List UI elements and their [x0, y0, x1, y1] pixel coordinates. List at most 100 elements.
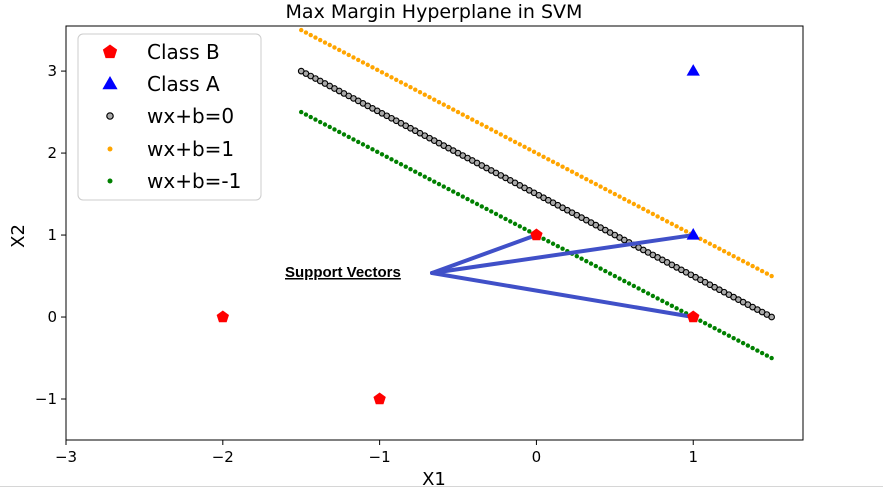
x-tick-label: 0	[532, 448, 542, 466]
line-point	[375, 67, 380, 73]
line-point	[299, 27, 304, 33]
line-point	[413, 169, 418, 174]
line-point	[493, 211, 499, 217]
series-wx-b-1	[299, 27, 774, 279]
legend: Class B Class A wx+b=0 wx+b=1 wx+b=-1	[77, 33, 262, 201]
line-point	[759, 268, 765, 274]
x-tick-label: −3	[55, 448, 77, 466]
line-point	[436, 181, 442, 187]
line-point	[403, 164, 408, 169]
line-point	[764, 271, 770, 276]
class-a-point	[686, 64, 700, 76]
line-point	[322, 40, 328, 45]
line-point	[503, 216, 508, 222]
line-point	[768, 313, 775, 321]
line-point	[394, 159, 399, 164]
line-point	[745, 261, 751, 266]
line-point	[484, 206, 489, 212]
line-point	[384, 72, 389, 78]
class-b-point	[687, 310, 700, 323]
line-point	[707, 241, 713, 246]
line-point	[674, 224, 679, 229]
y-axis-ticks: −1 0 1 2 3	[35, 62, 66, 408]
line-point	[356, 139, 361, 145]
line-point	[574, 253, 580, 259]
line-point	[755, 266, 760, 271]
legend-marker	[106, 112, 114, 120]
line-point	[650, 293, 656, 299]
line-point	[365, 62, 370, 68]
line-point	[341, 50, 347, 55]
line-point	[313, 35, 318, 40]
line-point	[612, 273, 618, 279]
line-point	[408, 167, 413, 172]
line-point	[327, 42, 332, 48]
class-b-point	[373, 392, 386, 405]
line-point	[479, 122, 484, 127]
chart-title: Max Margin Hyperplane in SVM	[286, 1, 583, 23]
line-point	[346, 134, 351, 140]
line-point	[303, 30, 309, 35]
line-point	[517, 142, 522, 147]
line-point	[408, 85, 413, 90]
line-point	[707, 323, 713, 328]
bottom-divider	[0, 486, 883, 487]
line-point	[384, 154, 389, 159]
line-point	[598, 184, 603, 189]
line-point	[451, 189, 456, 194]
line-point	[370, 147, 375, 152]
line-point	[489, 209, 494, 214]
line-point	[550, 159, 556, 164]
line-point	[337, 129, 342, 135]
line-point	[555, 244, 561, 249]
line-point	[645, 291, 651, 296]
line-point	[389, 75, 394, 80]
y-tick-label: −1	[35, 390, 57, 408]
line-point	[398, 80, 404, 85]
line-point	[593, 181, 599, 187]
line-point	[546, 157, 551, 162]
line-point	[607, 189, 613, 194]
line-point	[555, 162, 561, 167]
line-point	[612, 191, 618, 197]
y-tick-label: 1	[47, 226, 57, 244]
line-point	[726, 251, 732, 256]
line-point	[574, 171, 580, 177]
legend-marker	[102, 44, 118, 59]
line-point	[712, 326, 717, 331]
line-point	[607, 271, 613, 276]
line-point	[736, 338, 741, 343]
line-point	[769, 273, 774, 279]
legend-label: wx+b=-1	[147, 169, 241, 193]
legend-label: Class B	[147, 40, 220, 64]
line-point	[641, 288, 646, 294]
line-point	[731, 335, 736, 341]
line-point	[531, 149, 537, 155]
y-axis-label: X2	[8, 224, 29, 248]
line-point	[403, 82, 408, 87]
line-point	[579, 256, 584, 261]
line-point	[755, 348, 760, 353]
line-point	[474, 201, 480, 207]
line-point	[332, 45, 337, 50]
line-point	[446, 104, 451, 110]
line-point	[617, 276, 622, 281]
line-point	[622, 196, 627, 202]
plot-frame	[65, 25, 804, 441]
line-point	[341, 132, 347, 137]
line-point	[512, 139, 518, 145]
line-point	[356, 57, 361, 63]
series-class-b	[216, 228, 700, 405]
line-point	[631, 283, 637, 289]
line-point	[474, 119, 480, 125]
line-point	[332, 127, 337, 132]
line-point	[683, 229, 689, 234]
line-point	[750, 263, 755, 269]
line-point	[451, 107, 456, 112]
line-point	[427, 176, 432, 182]
line-point	[603, 268, 608, 274]
line-point	[679, 308, 684, 314]
x-tick-label: −1	[369, 448, 391, 466]
line-point	[669, 303, 675, 309]
